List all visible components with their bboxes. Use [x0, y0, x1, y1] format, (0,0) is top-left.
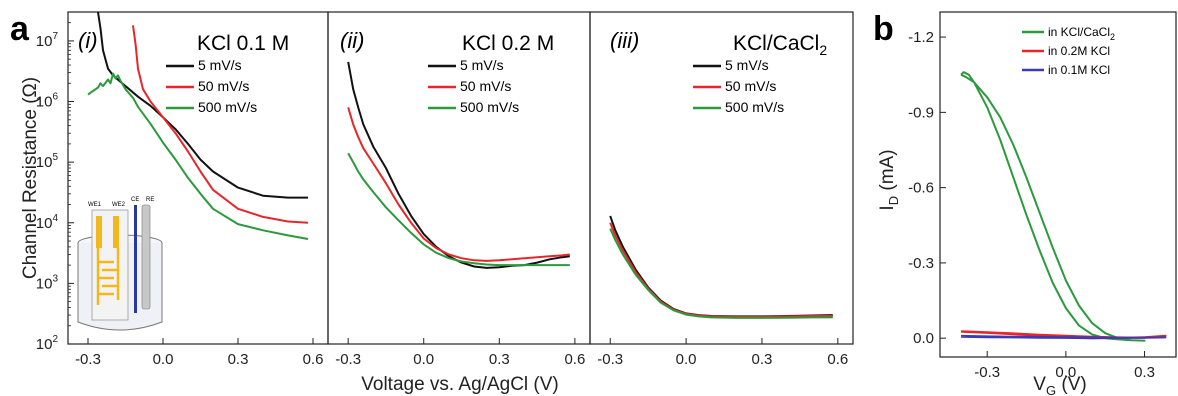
series-line	[347, 152, 570, 267]
legend-label: 500 mV/s	[198, 99, 257, 115]
panel-a-iii: -0.3 0.0 0.3 0.6 (iii) KCl/CaCl2 5 mV/s 50 m…	[589, 11, 854, 368]
series-line	[132, 25, 309, 224]
x-tick-label: -0.3	[597, 351, 623, 368]
plot-frame-b	[939, 11, 1177, 358]
legend-label: 5 mV/s	[460, 57, 504, 73]
legend-label: 50 mV/s	[725, 78, 776, 94]
x-tick-label: 0.3	[228, 351, 249, 368]
x-tick-label: 0.3	[1134, 364, 1155, 381]
y-axis-label-b: ID (mA)	[877, 149, 901, 210]
plot-frame-iii	[589, 11, 854, 345]
y-tick-label: -0.6	[908, 180, 934, 197]
y-label-b-base: I	[877, 205, 898, 210]
y-tick-label: 107	[36, 31, 59, 50]
reference-electrode	[141, 204, 151, 310]
panel-title-ii: KCl 0.2 M	[462, 32, 554, 55]
x-axis-label: Voltage vs. Ag/AgCl (V)	[361, 374, 559, 395]
x-tick-label: 0.6	[303, 351, 324, 368]
inset-cell-diagram: WE1 WE2 CE RE	[77, 197, 163, 331]
legend-label: 500 mV/s	[725, 99, 784, 115]
x-tick-label: 0.3	[489, 351, 510, 368]
series-line	[347, 61, 570, 269]
legend-iii: 5 mV/s 50 mV/s 500 mV/s	[693, 57, 784, 115]
y-tick-label: 104	[36, 213, 59, 232]
series-line	[960, 334, 1167, 340]
legend-label: 500 mV/s	[460, 99, 519, 115]
panel-letter-a: a	[10, 10, 30, 48]
y-tick-label: 103	[36, 273, 59, 292]
we2-lead	[113, 216, 119, 248]
panel-a-i: -0.3 0.0 0.3 0.6 102 103 104 105 106 107 (i) KCl …	[20, 11, 329, 368]
inset-label-re: RE	[146, 197, 154, 203]
x-tick-label: 0.0	[676, 351, 697, 368]
panel-title-iii-sub: 2	[819, 42, 827, 58]
x-tick-label: -0.3	[335, 351, 361, 368]
roman-label-i: (i)	[78, 28, 98, 53]
y-axis-label: Channel Resistance (Ω)	[20, 77, 41, 279]
inset-label-ce: CE	[131, 197, 139, 203]
panel-a-ii: -0.3 0.0 0.3 0.6 (ii) KCl 0.2 M 5 mV/s 50 mV…	[327, 11, 591, 368]
legend-label: in 0.1M KCl	[1048, 63, 1110, 77]
plot-frame-ii	[327, 11, 591, 345]
y-label-b-sub: D	[886, 196, 901, 205]
legend-label: 50 mV/s	[198, 78, 249, 94]
inset-label-we1: WE1	[88, 202, 102, 208]
y-tick-label: -0.3	[908, 255, 934, 272]
y-tick-label: -1.2	[908, 29, 934, 46]
series-group-i	[87, 11, 309, 240]
series-line	[609, 222, 833, 318]
series-line	[347, 107, 570, 262]
legend-label: 50 mV/s	[460, 78, 511, 94]
x-tick-label: -0.3	[974, 364, 1000, 381]
series-line	[960, 330, 1167, 340]
interdigitated-electrode	[96, 248, 120, 305]
legend-i: 5 mV/s 50 mV/s 500 mV/s	[166, 57, 257, 115]
legend-label: 5 mV/s	[198, 57, 242, 73]
x-tick-label: 0.6	[564, 351, 585, 368]
x-tick-label: 0.0	[413, 351, 434, 368]
series-line	[87, 72, 309, 240]
series-line	[960, 71, 1146, 342]
legend-b: in KCl/CaCl2 in 0.2M KCl in 0.1M KCl	[1022, 25, 1115, 77]
roman-label-iii: (iii)	[610, 28, 639, 53]
series-group-iii	[609, 215, 833, 319]
legend-label: in KCl/CaCl2	[1048, 25, 1115, 42]
panel-title-iii: KCl/CaCl2	[733, 32, 827, 58]
x-axis-label-b: VG (V)	[1033, 374, 1086, 396]
roman-label-ii: (ii)	[340, 28, 364, 53]
axis-ticks-b: -0.3 0.0 0.3 0.0 -0.3 -0.6 -0.9 -1.2	[908, 29, 1155, 381]
series-line	[609, 228, 833, 319]
x-label-b-sub: G	[1046, 383, 1056, 396]
y-tick-label: 106	[36, 92, 59, 111]
y-label-b-unit: (mA)	[877, 149, 898, 195]
axis-ticks-ii: -0.3 0.0 0.3 0.6	[335, 338, 585, 368]
x-tick-label: 0.0	[153, 351, 174, 368]
series-group-ii	[347, 61, 570, 269]
counter-electrode	[134, 205, 137, 313]
inset-label-we2: WE2	[112, 202, 126, 208]
legend-label: 5 mV/s	[725, 57, 769, 73]
legend-label: in 0.2M KCl	[1048, 44, 1110, 58]
x-tick-label: 0.0	[1055, 364, 1076, 381]
panel-letter-b: b	[873, 10, 894, 48]
x-label-b-unit: (V)	[1056, 374, 1087, 395]
panel-title-iii-base: KCl/CaCl	[733, 32, 819, 55]
axis-ticks-iii: -0.3 0.0 0.3 0.6	[597, 338, 848, 368]
axis-ticks-i: -0.3 0.0 0.3 0.6 102 103 104 105 106 107	[36, 11, 324, 368]
panel-title-i: KCl 0.1 M	[197, 32, 289, 55]
series-group-b	[960, 71, 1167, 342]
y-tick-label: -0.9	[908, 104, 934, 121]
x-tick-label: 0.6	[827, 351, 848, 368]
x-tick-label: 0.3	[752, 351, 773, 368]
panel-b: -0.3 0.0 0.3 0.0 -0.3 -0.6 -0.9 -1.2 in KCl/CaC…	[877, 11, 1177, 396]
series-line	[609, 215, 833, 318]
x-label-b-base: V	[1033, 374, 1046, 395]
legend-ii: 5 mV/s 50 mV/s 500 mV/s	[428, 57, 519, 115]
y-tick-label: 102	[36, 334, 59, 353]
y-tick-label: 0.0	[913, 330, 934, 347]
we1-lead	[96, 216, 102, 248]
y-tick-label: 105	[36, 152, 59, 171]
x-tick-label: -0.3	[75, 351, 101, 368]
